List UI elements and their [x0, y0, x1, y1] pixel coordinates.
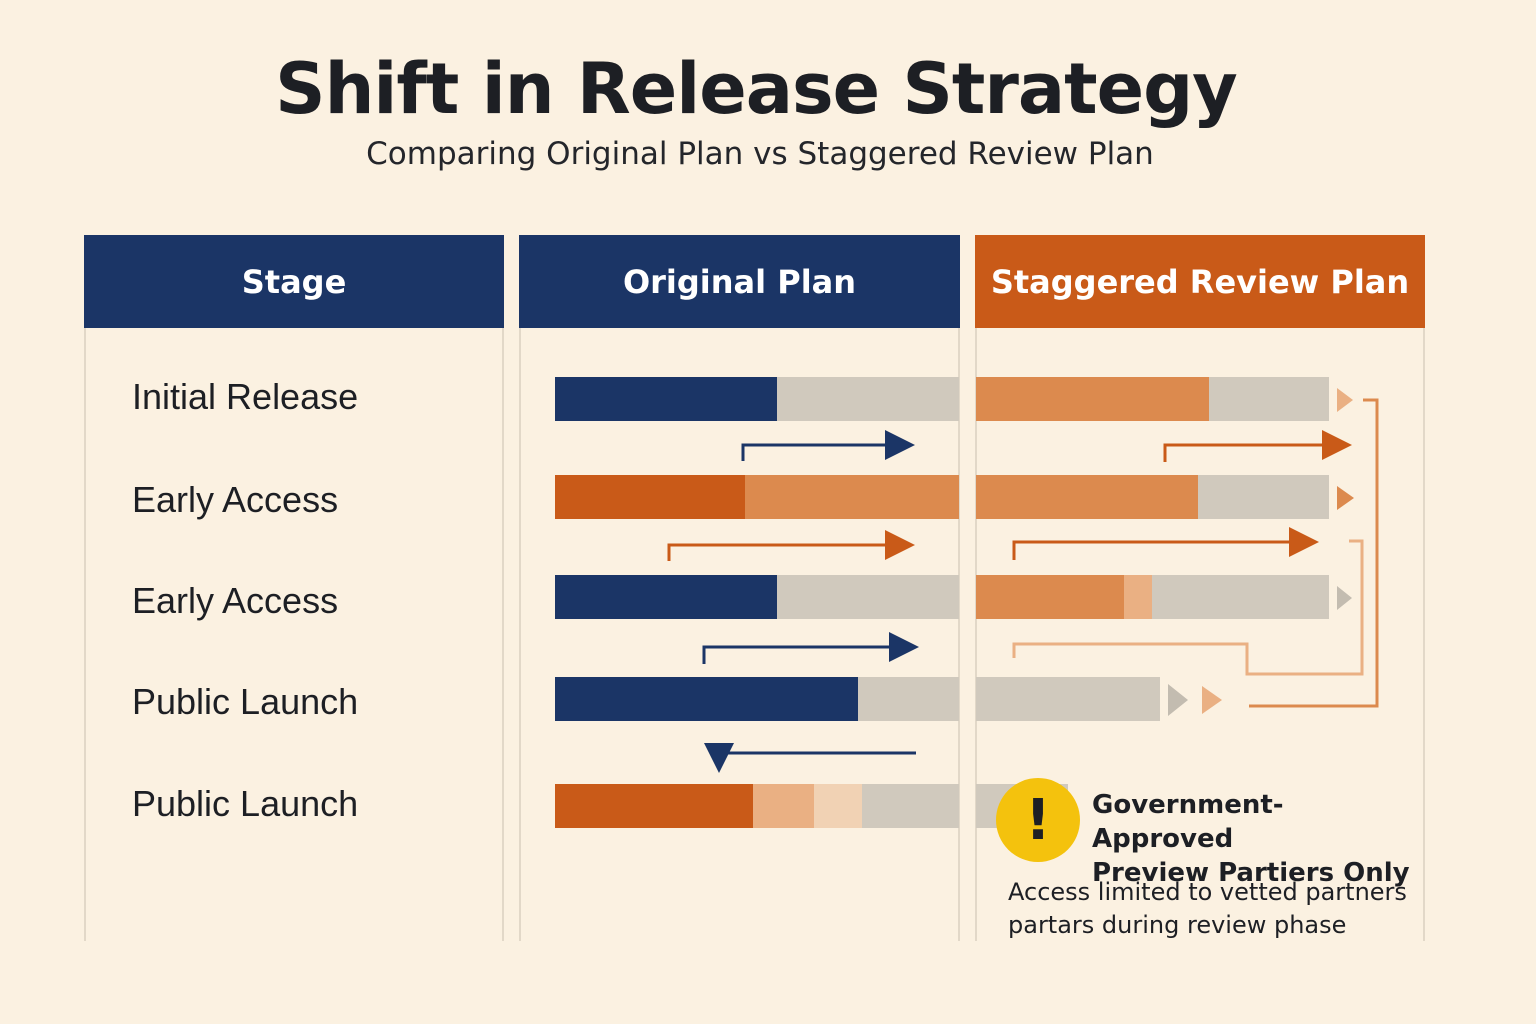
original-bar-4-segment-1 — [555, 677, 858, 721]
original-bar-5-segment-1 — [555, 784, 753, 828]
staggered-bar-2 — [976, 475, 1329, 519]
bar-end-arrow-1 — [1337, 388, 1353, 412]
notice-title-line2: Preview Partiers Only — [1092, 858, 1410, 888]
staggered-bar-2-segment-1 — [976, 475, 1199, 519]
original-bar-2-segment-2 — [744, 475, 959, 519]
staggered-plan-column: Staggered Review Plan — [975, 235, 1425, 941]
staggered-bar-4 — [976, 677, 1160, 721]
bar-end-arrow-2 — [1337, 486, 1354, 510]
staggered-plan-column-header: Staggered Review Plan — [975, 235, 1425, 328]
original-plan-column-header: Original Plan — [519, 235, 960, 328]
feedback-line-staggered — [1012, 539, 1364, 676]
original-bar-1 — [555, 377, 959, 421]
original-bar-5-segment-2 — [752, 784, 814, 828]
transition-arrow-original-1 — [741, 430, 915, 461]
stage-label-initial-release: Initial Release — [132, 376, 359, 417]
stage-label-public-launch-2: Public Launch — [132, 783, 359, 824]
warning-icon: ! — [996, 778, 1080, 862]
bar-end-arrow-4 — [1168, 684, 1188, 716]
notice-body-line2: partars during review phase — [1008, 911, 1347, 939]
original-bar-5 — [555, 784, 959, 828]
stage-label-early-access-1: Early Access — [132, 479, 339, 520]
original-bar-4 — [555, 677, 959, 721]
bar-end-arrow-3 — [1337, 586, 1352, 610]
bar-end-arrow-5 — [1202, 686, 1222, 714]
original-bar-5-segment-3 — [813, 784, 863, 828]
staggered-bar-3-segment-1 — [976, 575, 1125, 619]
original-bar-3-segment-1 — [555, 575, 778, 619]
return-line-staggered — [1249, 398, 1379, 708]
stage-column-header: Stage — [84, 235, 504, 328]
notice-title-line1: Government-Approved — [1092, 790, 1284, 854]
original-plan-column: Original Plan — [519, 235, 960, 941]
notice-body-line1: Access limited to vetted partners — [1008, 878, 1407, 906]
staggered-bar-1 — [976, 377, 1329, 421]
notice-title: Government-Approved Preview Partiers Onl… — [1092, 788, 1412, 890]
stage-column: Stage — [84, 235, 504, 941]
original-bar-3 — [555, 575, 959, 619]
transition-arrow-original-2 — [667, 530, 915, 561]
stage-label-early-access-2: Early Access — [132, 580, 339, 621]
staggered-bar-3-segment-2 — [1124, 575, 1153, 619]
staggered-bar-3 — [976, 575, 1329, 619]
transition-arrow-staggered-1 — [1163, 430, 1352, 462]
original-bar-2-segment-1 — [555, 475, 745, 519]
page-subtitle: Comparing Original Plan vs Staggered Rev… — [366, 136, 1154, 172]
government-approval-notice: ! Government-Approved Preview Partiers O… — [996, 778, 1416, 888]
transition-arrow-original-3 — [702, 632, 919, 664]
staggered-bar-1-segment-1 — [976, 377, 1209, 421]
transition-arrow-staggered-2 — [1012, 527, 1319, 560]
original-bar-2 — [555, 475, 959, 519]
transition-arrow-original-4 — [704, 743, 916, 773]
notice-description: Access limited to vetted partners partar… — [1008, 876, 1408, 942]
page-title: Shift in Release Strategy — [275, 48, 1238, 130]
original-bar-1-segment-1 — [555, 377, 778, 421]
stage-label-public-launch-1: Public Launch — [132, 681, 359, 722]
